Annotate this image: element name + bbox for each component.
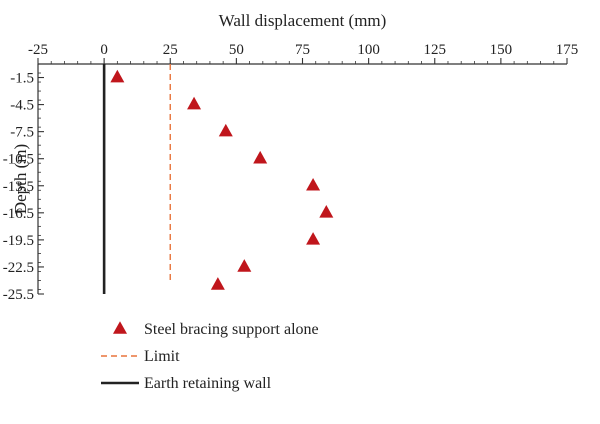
y-tick-label: -7.5 xyxy=(10,125,34,141)
legend-label: Limit xyxy=(144,348,180,365)
data-point-triangle xyxy=(306,232,321,245)
data-point-triangle xyxy=(210,277,225,290)
y-tick-label: -10.5 xyxy=(3,152,34,168)
x-tick-label: 150 xyxy=(490,42,513,58)
x-tick-label: 175 xyxy=(556,42,579,58)
legend: Steel bracing support alone Limit Earth re… xyxy=(101,321,319,392)
y-tick-label: -22.5 xyxy=(3,260,34,276)
x-tick-label: 125 xyxy=(424,42,447,58)
y-tick-label: -25.5 xyxy=(3,287,34,303)
x-tick-label: 100 xyxy=(357,42,380,58)
data-point-triangle xyxy=(319,205,334,218)
y-tick-label: -16.5 xyxy=(3,206,34,222)
data-point-triangle xyxy=(187,96,202,110)
legend-label: Steel bracing support alone xyxy=(144,321,319,338)
y-tick-label: -4.5 xyxy=(10,98,34,114)
x-axis-title: Wall displacement (mm) xyxy=(219,11,387,30)
x-tick-label: -25 xyxy=(28,42,48,58)
y-tick-label: -13.5 xyxy=(3,179,34,195)
data-point-triangle xyxy=(110,69,125,83)
y-tick-label: -19.5 xyxy=(3,233,34,249)
x-tick-label: 75 xyxy=(295,42,310,58)
y-tick-label: -1.5 xyxy=(10,71,34,87)
plot-area xyxy=(102,64,334,294)
data-point-triangle xyxy=(253,150,268,164)
x-tick-label: 0 xyxy=(100,42,108,58)
y-axis-title: Depth (m) xyxy=(11,144,30,214)
legend-marker-triangle xyxy=(113,321,127,334)
data-point-triangle xyxy=(237,259,252,272)
data-point-triangle xyxy=(218,123,233,137)
legend-label: Earth retaining wall xyxy=(144,375,272,392)
data-point-triangle xyxy=(306,177,321,191)
axes: -25 0 25 50 75 100 125 150 175 -1.5 -4.5 -7.5 -10.5 -… xyxy=(3,42,579,303)
x-tick-label: 50 xyxy=(229,42,244,58)
x-tick-label: 25 xyxy=(163,42,178,58)
